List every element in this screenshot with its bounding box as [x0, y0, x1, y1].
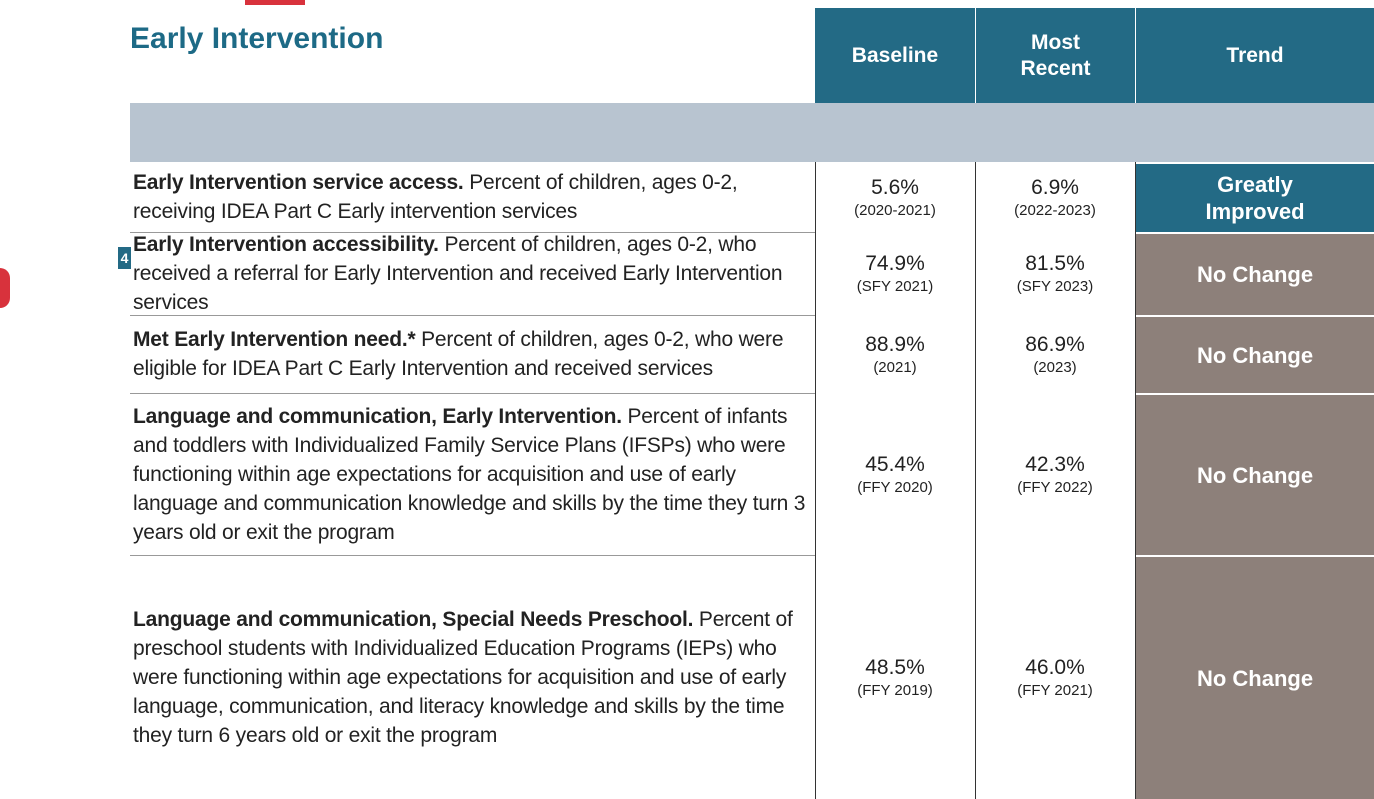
- row-description: Language and communication, Special Need…: [133, 555, 808, 799]
- value: 86.9%: [1025, 332, 1085, 356]
- value: 81.5%: [1025, 252, 1085, 275]
- value-cell: 86.9% (2023): [975, 315, 1135, 393]
- row-divider: [130, 555, 815, 556]
- row-text: Percent of children, ages 0-2, receiving…: [133, 171, 738, 223]
- header-cell: Baseline: [815, 8, 975, 103]
- header-cell: Most Recent: [976, 8, 1135, 103]
- value: 6.9%: [1031, 175, 1079, 199]
- trend-cell: No Change: [1136, 315, 1374, 393]
- period: (FFY 2019): [857, 681, 933, 699]
- column-divider: [975, 162, 976, 799]
- row-lead: Early Intervention service access.: [133, 171, 464, 194]
- value-cell: 88.9% (2021): [815, 315, 975, 393]
- value: 42.3%: [1025, 452, 1085, 476]
- trend-cell: No Change: [1136, 555, 1374, 799]
- row-description: Met Early Intervention need.* Percent of…: [133, 315, 808, 393]
- value-cell: 74.9% (SFY 2021): [815, 232, 975, 315]
- value-cell: 42.3% (FFY 2022): [975, 393, 1135, 555]
- period: (2021): [873, 358, 917, 376]
- period: (SFY 2023): [1016, 278, 1094, 295]
- value: 46.0%: [1025, 655, 1085, 679]
- column-divider: [1135, 162, 1136, 799]
- row-lead: Early Intervention accessibility.: [133, 233, 439, 256]
- row-lead: Language and communication, Special Need…: [133, 607, 694, 631]
- value-cell: 46.0% (FFY 2021): [975, 555, 1135, 799]
- row-divider: [130, 393, 815, 394]
- row-text: Percent of children, ages 0-2, who were …: [133, 328, 784, 380]
- row-text: Percent of children, ages 0-2, who recei…: [133, 233, 783, 314]
- row-text: Percent of preschool students with Indiv…: [133, 607, 793, 747]
- cut-off-heading: [245, 0, 305, 5]
- value: 5.6%: [871, 175, 919, 199]
- trend-cell: Greatly Improved: [1136, 162, 1374, 232]
- tab-marker: [0, 268, 10, 308]
- period: (FFY 2021): [1017, 681, 1093, 699]
- value-cell: 81.5% (SFY 2023): [975, 232, 1135, 315]
- value: 48.5%: [865, 655, 925, 679]
- section-title: Early Intervention: [130, 22, 384, 55]
- trend-cell: No Change: [1136, 232, 1374, 315]
- period: (SFY 2021): [856, 278, 934, 295]
- value-cell: 5.6% (2020-2021): [815, 162, 975, 232]
- row-divider: [130, 232, 815, 233]
- section-band: [130, 103, 1374, 162]
- trend: No Change: [1196, 665, 1314, 691]
- period: (2022-2023): [1014, 201, 1096, 219]
- period: (2020-2021): [854, 201, 936, 219]
- row-description: Early Intervention service access. Perce…: [133, 162, 808, 232]
- value: 88.9%: [865, 332, 925, 356]
- row-description: Language and communication, Early Interv…: [133, 393, 808, 555]
- value-cell: 6.9% (2022-2023): [975, 162, 1135, 232]
- value: 45.4%: [865, 452, 925, 476]
- page-badge: 4: [118, 247, 131, 269]
- value: 74.9%: [865, 252, 925, 275]
- trend-cell: No Change: [1136, 393, 1374, 555]
- column-divider: [815, 162, 816, 799]
- period: (2023): [1033, 358, 1077, 376]
- row-lead: Met Early Intervention need.*: [133, 328, 416, 351]
- trend: No Change: [1196, 462, 1314, 488]
- header-cell: Trend: [1136, 8, 1374, 103]
- trend: No Change: [1196, 262, 1314, 287]
- row-divider: [130, 315, 815, 316]
- trend: No Change: [1196, 342, 1314, 368]
- value-cell: 45.4% (FFY 2020): [815, 393, 975, 555]
- value-cell: 48.5% (FFY 2019): [815, 555, 975, 799]
- period: (FFY 2020): [857, 478, 933, 496]
- trend: Greatly Improved: [1205, 172, 1305, 224]
- row-description: Early Intervention accessibility. Percen…: [133, 232, 808, 315]
- period: (FFY 2022): [1017, 478, 1093, 496]
- row-text: Percent of infants and toddlers with Ind…: [133, 404, 806, 544]
- row-lead: Language and communication, Early Interv…: [133, 404, 622, 428]
